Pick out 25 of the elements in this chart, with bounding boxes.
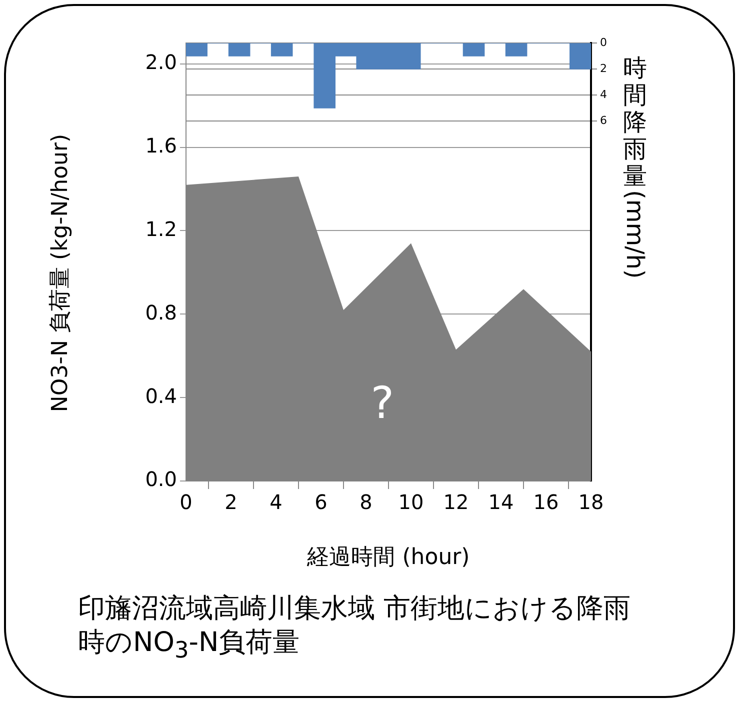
y-tick-label: 0.0 [145,467,177,492]
text: 印旛沼流域高崎川集水域 市街地における降雨時のNO$_{3}$-N負荷量 [78,592,632,664]
y2-axis-title: 時間降雨量(mm/h) [620,54,650,279]
y-tick-label: 0.4 [145,384,177,408]
x-tick-label: 10 [398,490,424,514]
y2-tick-label: 0 [600,36,607,49]
x-tick-label: 18 [578,490,604,514]
x-tick-label: 14 [488,490,514,514]
x-tick-label: 0 [180,490,192,514]
y2-tick-label: 6 [600,114,607,127]
y-tick-label: 2.0 [145,50,177,74]
y-axis-title: NO3-N 負荷量 (kg-N/hour) [47,134,74,412]
x-tick-label: 6 [314,490,328,514]
y-tick-label: 1.2 [145,216,177,241]
y2-tick-label: 2 [600,62,607,75]
x-tick-label: 2 [224,490,238,514]
y2-tick-label: 4 [600,88,607,101]
x-tick-label: 8 [360,490,372,514]
y-tick-label: 1.6 [145,133,177,158]
x-tick-label: 16 [533,490,559,514]
annotation: ? [370,378,394,429]
x-axis-title: 経過時間 (hour) [306,544,471,572]
x-tick-label: 4 [270,490,282,514]
y-tick-label: 0.8 [145,300,177,324]
x-tick-label: 12 [443,490,469,514]
